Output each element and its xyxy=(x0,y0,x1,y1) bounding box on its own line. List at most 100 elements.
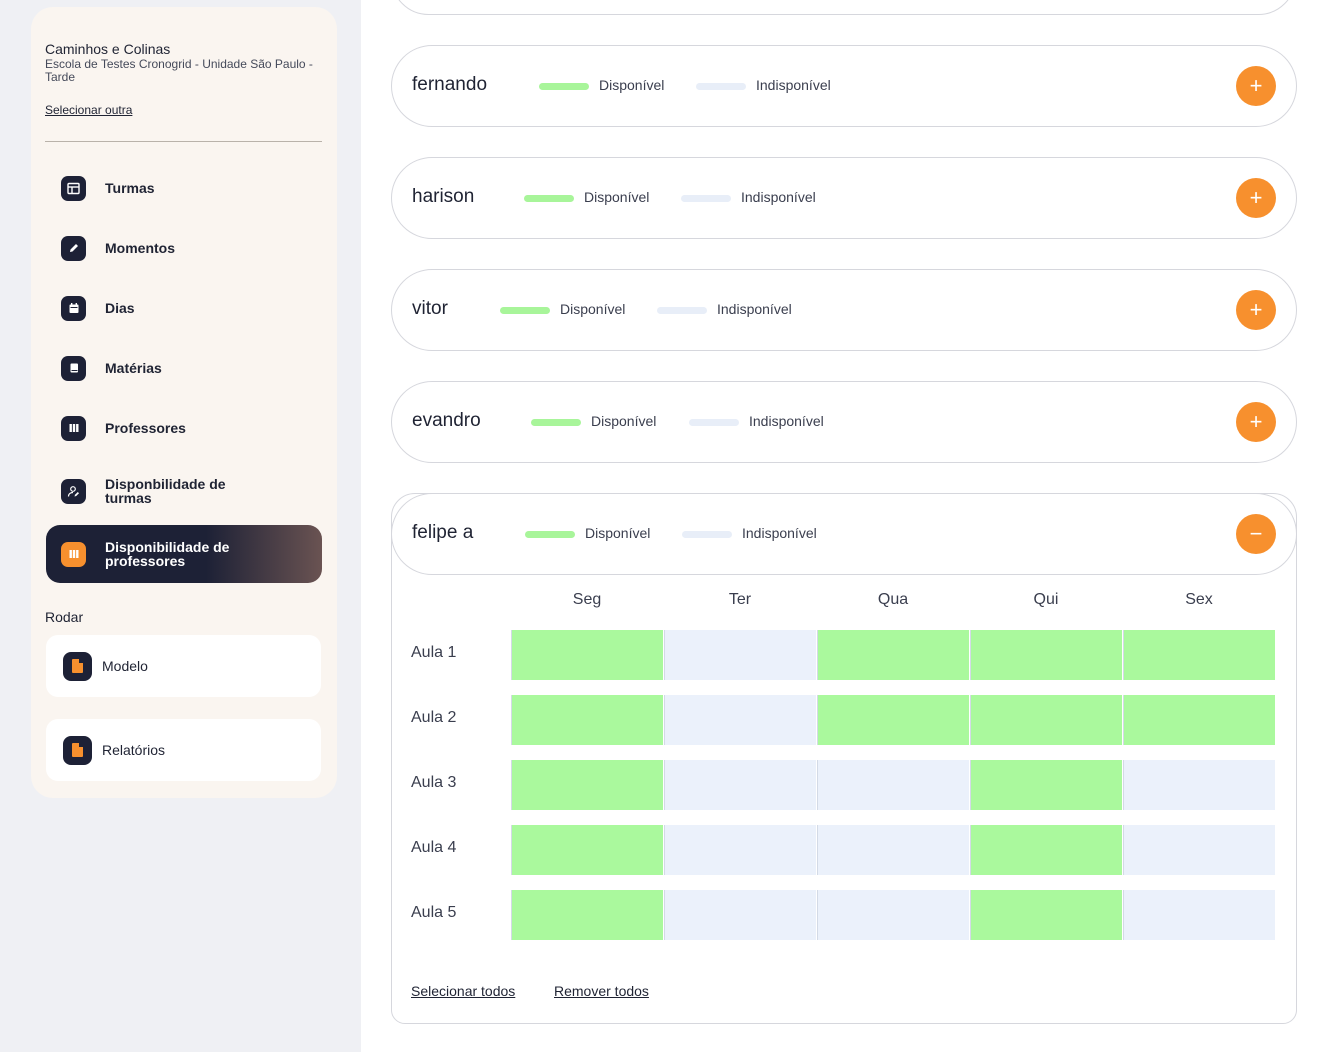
available-legend-swatch xyxy=(531,419,581,426)
available-legend-label: Disponível xyxy=(584,189,650,205)
expand-button[interactable]: + xyxy=(1236,290,1276,330)
sidebar-item-disponibilidade-professores[interactable]: Disponibilidade de professores xyxy=(46,525,322,583)
availability-cell[interactable] xyxy=(817,630,969,680)
availability-cell[interactable] xyxy=(817,890,969,940)
row-label: Aula 3 xyxy=(411,774,457,791)
available-legend-swatch xyxy=(524,195,574,202)
availability-cell[interactable] xyxy=(1123,825,1275,875)
unavailable-legend-label: Indisponível xyxy=(741,189,816,205)
document-icon xyxy=(63,651,92,681)
availability-cell[interactable] xyxy=(664,890,816,940)
pencil-icon xyxy=(61,235,86,261)
expanded-teacher-panel: felipe a Disponível Indisponível − xyxy=(391,493,1297,1024)
school-unit: Escola de Testes Cronogrid - Unidade São… xyxy=(45,57,313,84)
availability-cell[interactable] xyxy=(511,630,663,680)
run-item-label: Relatórios xyxy=(102,742,166,758)
row-label: Aula 2 xyxy=(411,709,457,726)
expand-button[interactable]: + xyxy=(1236,66,1276,106)
sidebar-item-materias[interactable]: Matérias xyxy=(46,339,322,397)
teacher-card[interactable]: fernando Disponível Indisponível + xyxy=(391,45,1297,127)
availability-cell[interactable] xyxy=(1123,695,1275,745)
teacher-name: vitor xyxy=(412,298,448,319)
row-label: Aula 1 xyxy=(411,644,457,661)
unavailable-legend-label: Indisponível xyxy=(749,413,824,429)
availability-cell[interactable] xyxy=(1123,890,1275,940)
run-item-modelo[interactable]: Modelo xyxy=(46,635,321,697)
teacher-name: harison xyxy=(412,186,475,207)
sidebar-item-label: Turmas xyxy=(105,180,155,196)
sidebar: Caminhos e Colinas Escola de Testes Cron… xyxy=(31,7,337,798)
collapse-button[interactable]: − xyxy=(1236,514,1276,554)
teacher-card[interactable]: vitor Disponível Indisponível + xyxy=(391,269,1297,351)
user-edit-icon xyxy=(61,478,86,504)
sidebar-item-professores[interactable]: Professores xyxy=(46,399,322,457)
available-legend-label: Disponível xyxy=(599,77,665,93)
availability-cell[interactable] xyxy=(817,825,969,875)
sidebar-item-label: Disponibilidade de professores xyxy=(105,539,230,569)
divider xyxy=(45,141,322,142)
sidebar-item-label: Dias xyxy=(105,300,135,316)
day-header: Ter xyxy=(728,591,752,608)
availability-cell[interactable] xyxy=(970,695,1122,745)
document-icon xyxy=(63,735,92,765)
select-all-link[interactable]: Selecionar todos xyxy=(411,983,516,999)
columns-icon xyxy=(61,415,86,441)
row-label: Aula 5 xyxy=(411,904,457,921)
availability-cell[interactable] xyxy=(970,630,1122,680)
availability-cell[interactable] xyxy=(664,825,816,875)
teacher-name: felipe a xyxy=(412,522,474,543)
row-label: Aula 4 xyxy=(411,839,457,856)
availability-cell[interactable] xyxy=(511,890,663,940)
availability-cell[interactable] xyxy=(817,695,969,745)
availability-cell[interactable] xyxy=(817,760,969,810)
book-icon xyxy=(61,355,86,381)
teacher-card-partial xyxy=(391,0,1296,15)
calendar-icon xyxy=(61,295,86,321)
teacher-card[interactable]: evandro Disponível Indisponível + xyxy=(391,381,1297,463)
sidebar-item-turmas[interactable]: Turmas xyxy=(46,159,322,217)
availability-cell[interactable] xyxy=(664,695,816,745)
availability-cell[interactable] xyxy=(664,760,816,810)
available-legend-label: Disponível xyxy=(560,301,626,317)
unavailable-legend-label: Indisponível xyxy=(742,525,817,541)
teacher-card[interactable]: felipe a Disponível Indisponível − xyxy=(391,493,1297,575)
available-legend-label: Disponível xyxy=(591,413,657,429)
unavailable-legend-label: Indisponível xyxy=(717,301,792,317)
expand-button[interactable]: + xyxy=(1236,402,1276,442)
availability-cell[interactable] xyxy=(970,760,1122,810)
sidebar-item-label: Professores xyxy=(105,420,186,436)
availability-cell[interactable] xyxy=(1123,630,1275,680)
run-item-relatorios[interactable]: Relatórios xyxy=(46,719,321,781)
expand-button[interactable]: + xyxy=(1236,178,1276,218)
availability-cell[interactable] xyxy=(511,695,663,745)
day-header: Qua xyxy=(877,591,909,608)
sidebar-item-label: Disponbilidade de turmas xyxy=(105,476,226,506)
run-item-label: Modelo xyxy=(102,658,148,674)
sidebar-item-dias[interactable]: Dias xyxy=(46,279,322,337)
school-name: Caminhos e Colinas xyxy=(45,41,171,57)
sidebar-item-disponibilidade-turmas[interactable]: Disponbilidade de turmas xyxy=(46,462,322,520)
sidebar-item-momentos[interactable]: Momentos xyxy=(46,219,322,277)
remove-all-link[interactable]: Remover todos xyxy=(554,983,649,999)
availability-cell[interactable] xyxy=(664,630,816,680)
day-header: Qui xyxy=(1033,591,1059,608)
unavailable-legend-swatch xyxy=(681,195,731,202)
availability-cell[interactable] xyxy=(970,890,1122,940)
availability-cell[interactable] xyxy=(511,825,663,875)
available-legend-swatch xyxy=(525,531,575,538)
teacher-name: evandro xyxy=(412,410,481,431)
available-legend-swatch xyxy=(500,307,550,314)
availability-cell[interactable] xyxy=(1123,760,1275,810)
sidebar-item-label: Matérias xyxy=(105,360,162,376)
available-legend-swatch xyxy=(539,83,589,90)
unavailable-legend-swatch xyxy=(689,419,739,426)
select-other-link[interactable]: Selecionar outra xyxy=(45,103,133,117)
availability-cell[interactable] xyxy=(511,760,663,810)
section-title: Rodar xyxy=(45,609,84,625)
unavailable-legend-label: Indisponível xyxy=(756,77,831,93)
sidebar-item-label: Momentos xyxy=(105,240,175,256)
day-header: Seg xyxy=(572,591,602,608)
unavailable-legend-swatch xyxy=(696,83,746,90)
teacher-card[interactable]: harison Disponível Indisponível + xyxy=(391,157,1297,239)
availability-cell[interactable] xyxy=(970,825,1122,875)
